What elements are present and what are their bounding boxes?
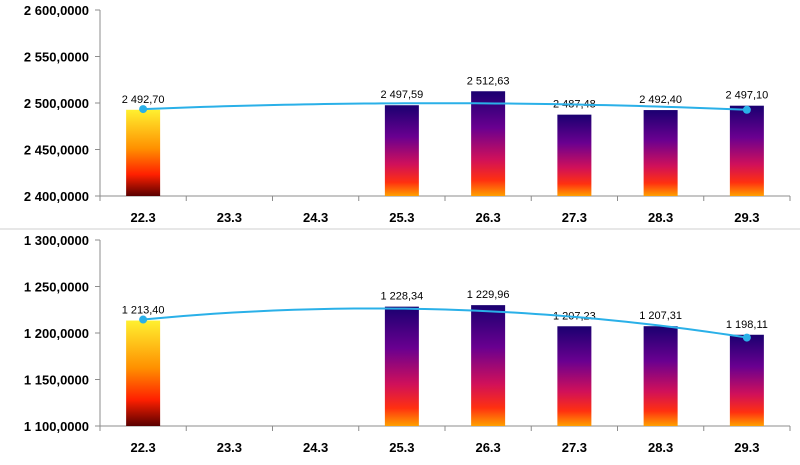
x-tick-label: 29.3 xyxy=(734,440,759,455)
x-tick-label: 27.3 xyxy=(562,440,587,455)
bar xyxy=(643,110,678,196)
x-tick-label: 26.3 xyxy=(475,440,500,455)
bar xyxy=(126,109,161,196)
x-tick-label: 28.3 xyxy=(648,210,673,225)
x-tick-label: 24.3 xyxy=(303,440,328,455)
x-tick-label: 26.3 xyxy=(475,210,500,225)
x-tick-label: 23.3 xyxy=(217,440,242,455)
y-tick-label: 2 450,0000 xyxy=(24,143,89,158)
y-tick-label: 1 100,0000 xyxy=(24,419,89,434)
trend-line xyxy=(143,307,748,339)
x-tick-label: 23.3 xyxy=(217,210,242,225)
x-tick-label: 25.3 xyxy=(389,210,414,225)
bar xyxy=(471,305,506,426)
bar xyxy=(471,91,506,196)
trend-line xyxy=(143,102,747,111)
data-label: 2 497,59 xyxy=(380,89,423,101)
bar xyxy=(557,326,592,426)
data-label: 2 492,40 xyxy=(639,94,682,106)
x-tick-label: 27.3 xyxy=(562,210,587,225)
data-label: 1 229,96 xyxy=(467,289,510,301)
x-tick-label: 22.3 xyxy=(130,440,155,455)
y-tick-label: 2 400,0000 xyxy=(24,189,89,204)
data-label: 1 207,31 xyxy=(639,310,682,322)
data-label: 1 228,34 xyxy=(380,291,423,303)
bar xyxy=(384,306,419,426)
y-tick-label: 2 550,0000 xyxy=(24,50,89,65)
data-label: 2 512,63 xyxy=(467,75,510,87)
data-label: 2 492,70 xyxy=(122,94,165,106)
data-label: 1 198,11 xyxy=(726,319,768,331)
x-tick-label: 24.3 xyxy=(303,210,328,225)
x-tick-label: 22.3 xyxy=(130,210,155,225)
chart-top: 2 400,0000 2 450,0000 2 500,0000 2 550,0000… xyxy=(24,3,791,225)
trend-marker-start xyxy=(139,315,148,324)
bar xyxy=(729,334,764,426)
bar xyxy=(126,320,161,426)
bar xyxy=(384,105,419,196)
bar xyxy=(643,326,678,426)
chart-bottom: 1 100,0000 1 150,0000 1 200,0000 1 250,0000… xyxy=(24,233,791,455)
data-label: 2 497,10 xyxy=(725,90,768,102)
x-tick-label: 29.3 xyxy=(734,210,759,225)
bar xyxy=(729,105,764,196)
y-tick-label: 1 250,0000 xyxy=(24,280,89,295)
x-tick-label: 25.3 xyxy=(389,440,414,455)
trend-marker-end xyxy=(742,105,751,114)
y-tick-label: 1 200,0000 xyxy=(24,326,89,341)
y-tick-label: 2 500,0000 xyxy=(24,96,89,111)
y-tick-label: 1 300,0000 xyxy=(24,233,89,248)
y-tick-label: 2 600,0000 xyxy=(24,3,89,18)
trend-marker-end xyxy=(742,333,751,342)
x-tick-label: 28.3 xyxy=(648,440,673,455)
data-label: 1 213,40 xyxy=(122,305,165,317)
y-tick-label: 1 150,0000 xyxy=(24,373,89,388)
trend-marker-start xyxy=(139,105,148,114)
bar xyxy=(557,114,592,196)
